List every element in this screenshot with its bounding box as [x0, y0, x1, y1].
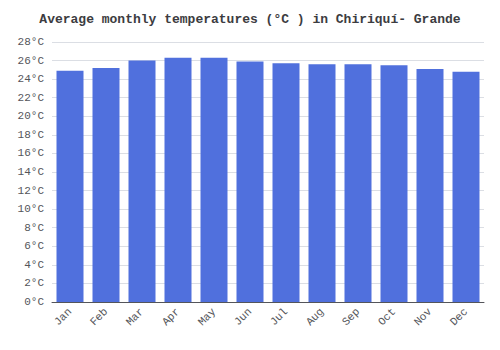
svg-text:12°C: 12°C — [18, 185, 45, 197]
svg-text:14°C: 14°C — [18, 166, 45, 178]
svg-text:16°C: 16°C — [18, 147, 45, 159]
svg-text:6°C: 6°C — [24, 240, 44, 252]
svg-text:Average monthly temperatures (: Average monthly temperatures (°C ) in Ch… — [39, 12, 460, 27]
svg-text:Sep: Sep — [340, 306, 362, 328]
svg-text:Mar: Mar — [124, 306, 146, 328]
svg-text:2°C: 2°C — [24, 277, 44, 289]
svg-text:Aug: Aug — [304, 306, 326, 328]
svg-text:Jun: Jun — [232, 306, 254, 328]
svg-text:Feb: Feb — [88, 306, 110, 328]
svg-text:Dec: Dec — [448, 306, 470, 328]
svg-text:20°C: 20°C — [18, 110, 45, 122]
svg-text:8°C: 8°C — [24, 222, 44, 234]
svg-text:Apr: Apr — [160, 306, 182, 328]
svg-text:Nov: Nov — [412, 305, 435, 328]
svg-text:10°C: 10°C — [18, 203, 45, 215]
svg-text:18°C: 18°C — [18, 129, 45, 141]
svg-text:4°C: 4°C — [24, 259, 44, 271]
svg-text:May: May — [196, 305, 219, 328]
svg-text:Oct: Oct — [376, 306, 398, 328]
svg-text:0°C: 0°C — [24, 296, 44, 308]
svg-text:28°C: 28°C — [18, 36, 45, 48]
svg-text:22°C: 22°C — [18, 92, 45, 104]
svg-text:24°C: 24°C — [18, 73, 45, 85]
svg-text:Jul: Jul — [268, 306, 290, 328]
svg-text:Jan: Jan — [52, 306, 74, 328]
svg-text:26°C: 26°C — [18, 55, 45, 67]
